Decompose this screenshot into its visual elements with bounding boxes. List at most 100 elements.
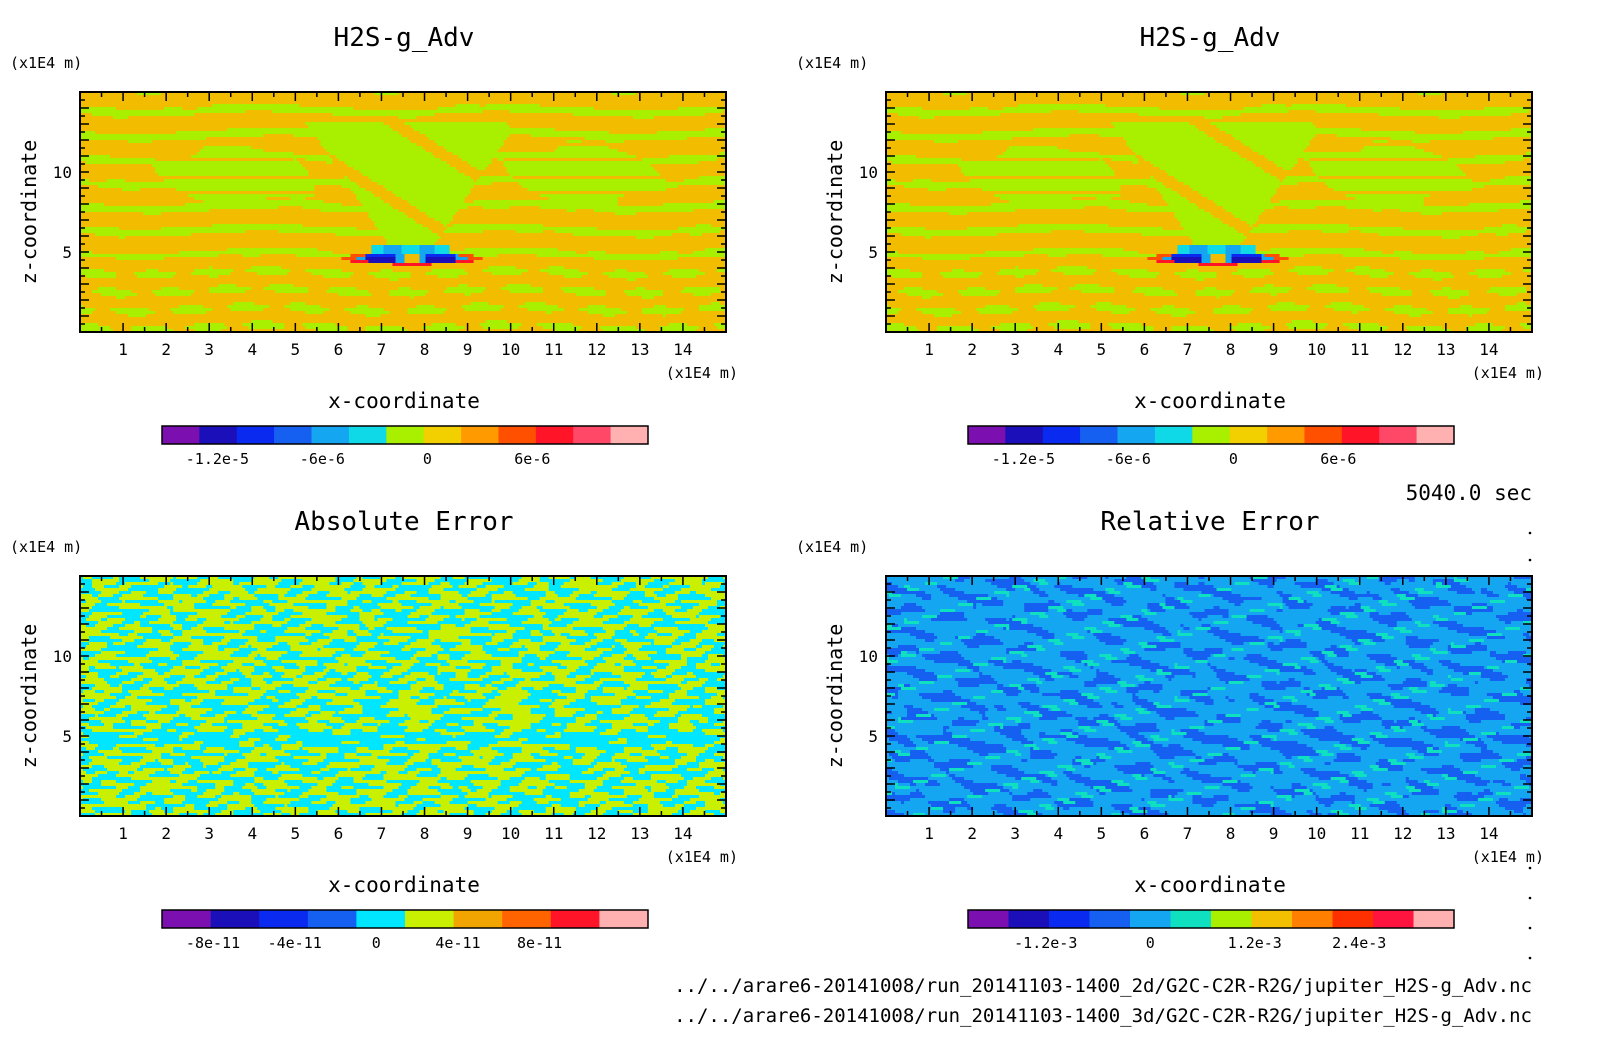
heatmap-cell [1240,218,1259,222]
heatmap-cell [554,230,721,234]
heatmap-cell [98,792,120,796]
heatmap-cell [1522,158,1533,162]
heatmap-cell [1003,603,1025,607]
heatmap-cell [467,747,481,751]
heatmap-cell [359,612,384,616]
heatmap-cell [104,711,123,715]
panel-2: H2S-g_Adv (x1E4 m) 1 2 3 4 5 6 7 8 9 10 11 12 13 1451… [796,23,1544,468]
heatmap-cell [509,726,532,730]
heatmap-cell [128,771,135,775]
heatmap-cell [1186,603,1235,607]
heatmap-cell [1450,603,1473,607]
heatmap-cell [134,732,144,736]
heatmap-cell [922,257,971,261]
heatmap-cell [1201,260,1211,264]
heatmap-cell [1369,612,1380,616]
heatmap-cell [80,311,93,315]
heatmap-cell [886,212,950,216]
heatmap-cell [973,606,977,610]
heatmap-cell [1384,269,1422,273]
heatmap-cell [563,729,595,733]
heatmap-cell [428,630,472,634]
heatmap-cell [563,266,727,270]
heatmap-cell [1219,128,1362,132]
heatmap-cell [575,810,592,814]
heatmap-cell [1138,158,1145,162]
heatmap-cell [374,275,411,279]
heatmap-cell [476,804,520,808]
heatmap-cell [635,630,658,634]
heatmap-cell [997,155,1136,159]
heatmap-cell [473,813,487,817]
heatmap-cell [530,284,727,288]
heatmap-cell [374,618,378,622]
heatmap-cell [146,762,162,766]
heatmap-cell [371,663,402,667]
heatmap-cell [332,113,435,117]
heatmap-cell [1327,185,1485,189]
heatmap-cell [83,585,93,589]
heatmap-cell [143,714,180,718]
heatmap-cell [919,621,989,625]
heatmap-cell [692,687,706,691]
heatmap-cell [308,789,327,793]
heatmap-cell [1312,320,1533,324]
heatmap-cell [1054,585,1073,589]
heatmap-cell [1459,167,1533,171]
heatmap-cell [659,756,670,760]
heatmap-cell [407,795,441,799]
heatmap-cell [305,311,324,315]
heatmap-cell [569,747,577,751]
heatmap-cell [1066,615,1088,619]
heatmap-cell [1210,254,1226,258]
heatmap-cell [512,642,547,646]
heatmap-cell [1174,305,1223,309]
heatmap-cell [1237,230,1250,234]
heatmap-cell [398,278,628,282]
heatmap-cell [131,693,165,697]
heatmap-cell [491,759,511,763]
heatmap-cell [80,681,108,685]
heatmap-cell [194,804,207,808]
heatmap-cell [170,675,186,679]
heatmap-cell [1483,257,1533,261]
heatmap-cell [1177,245,1190,249]
heatmap-cell [113,329,132,333]
heatmap-cell [521,729,538,733]
heatmap-cell [1174,260,1202,264]
heatmap-cell [719,810,727,814]
heatmap-cell [287,621,306,625]
heatmap-cell [464,684,481,688]
heatmap-cell [1051,110,1079,114]
heatmap-cell [269,603,294,607]
heatmap-cell [83,732,135,736]
heatmap-cell [578,801,601,805]
heatmap-cell [467,786,484,790]
heatmap-cell [80,182,357,186]
colorbar-label: 6e-6 [514,450,550,468]
heatmap-cell [290,711,309,715]
heatmap-cell [440,606,444,610]
heatmap-cell [1414,606,1431,610]
heatmap-cell [1282,167,1293,171]
heatmap-cell [359,606,381,610]
heatmap-cell [650,789,667,793]
heatmap-cell [131,813,153,817]
heatmap-cell [173,747,183,751]
heatmap-cell [347,591,351,595]
heatmap-cell [1006,594,1010,598]
heatmap-cell [1483,251,1500,255]
heatmap-cell [308,705,321,709]
heatmap-cell [1246,221,1256,225]
heatmap-cell [266,696,276,700]
heatmap-cell [89,756,108,760]
heatmap-cell [89,615,108,619]
heatmap-cell [377,729,405,733]
heatmap-cell [335,693,348,697]
heatmap-cell [674,621,709,625]
heatmap-cell [886,594,890,598]
heatmap-cell [119,735,138,739]
heatmap-cell [686,672,694,676]
heatmap-cell [404,257,420,261]
heatmap-cell [362,654,381,658]
